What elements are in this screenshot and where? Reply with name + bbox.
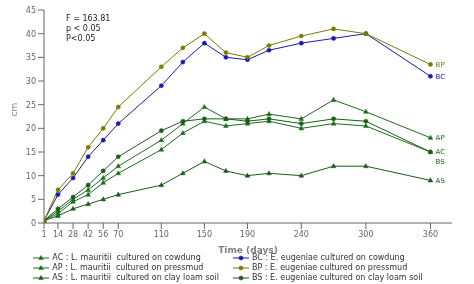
svg-text:35: 35 [26,53,36,62]
svg-text:BC: BC [436,73,446,81]
svg-text:14: 14 [53,230,63,239]
svg-text:30: 30 [26,77,36,86]
html-text:BC : E. eugeniae cultured on c: BC : E. eugeniae cultured on cowdung [251,253,405,262]
html-text:F = 163.81 p < 0.05 P<0.05: F = 163.81 p < 0.05 P<0.05 [66,14,111,43]
svg-text:BP: BP [436,61,445,69]
svg-text:70: 70 [113,230,123,239]
html-text:BP : E. eugeniae cultured on p: BP : E. eugeniae cultured on pressmud [251,263,408,272]
svg-text:25: 25 [26,101,36,110]
svg-text:240: 240 [294,230,309,239]
svg-text:150: 150 [197,230,212,239]
svg-text:56: 56 [98,230,108,239]
svg-text:10: 10 [26,172,36,181]
svg-text:40: 40 [26,30,36,39]
svg-text:5: 5 [31,195,36,204]
svg-text:300: 300 [358,230,373,239]
svg-text:360: 360 [423,230,438,239]
svg-text:110: 110 [154,230,169,239]
svg-text:42: 42 [83,230,93,239]
svg-text:AC: AC [436,148,446,156]
svg-text:cm: cm [9,103,19,117]
svg-text:1: 1 [41,230,46,239]
html-text:BS : E. eugeniae cultured on c: BS : E. eugeniae cultured on clay loam s… [251,273,423,282]
svg-text:AP: AP [436,134,445,142]
svg-text:28: 28 [68,230,78,239]
svg-text:AS: AS [436,177,446,185]
svg-text:45: 45 [26,6,36,15]
html-text:AC : L. mauritii cultured on c: AC : L. mauritii cultured on cowdung [52,253,201,262]
svg-text:15: 15 [26,148,36,157]
svg-text:190: 190 [240,230,255,239]
svg-text:BS: BS [436,158,446,166]
svg-text:0: 0 [31,219,36,228]
html-text:AS : L. mauritii cultured on c: AS : L. mauritii cultured on clay loam s… [52,273,219,282]
svg-text:20: 20 [26,124,36,133]
svg-text:Time (days): Time (days) [218,245,278,255]
html-text:AP : L. mauritii cultured on p: AP : L. mauritii cultured on pressmud [52,263,204,272]
